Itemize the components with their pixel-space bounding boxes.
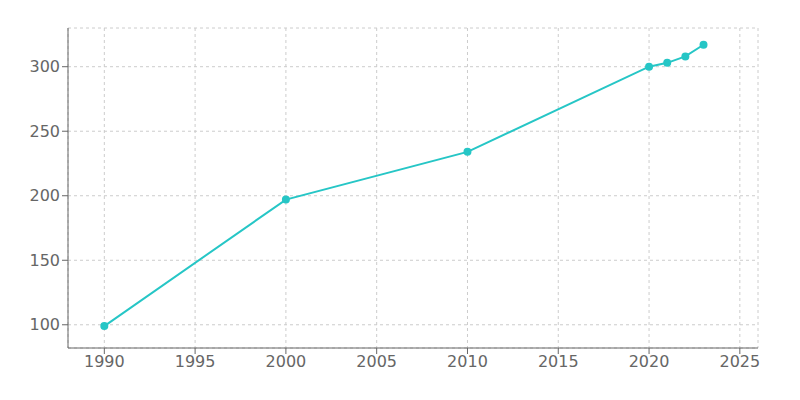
svg-text:2010: 2010	[447, 352, 488, 371]
svg-text:2005: 2005	[356, 352, 397, 371]
svg-text:1995: 1995	[175, 352, 216, 371]
svg-text:2015: 2015	[538, 352, 579, 371]
svg-text:2025: 2025	[719, 352, 760, 371]
svg-text:1990: 1990	[84, 352, 125, 371]
svg-text:300: 300	[29, 57, 60, 76]
svg-text:2000: 2000	[266, 352, 307, 371]
svg-text:150: 150	[29, 251, 60, 270]
svg-text:250: 250	[29, 122, 60, 141]
svg-text:2020: 2020	[629, 352, 670, 371]
svg-text:200: 200	[29, 186, 60, 205]
svg-text:100: 100	[29, 315, 60, 334]
